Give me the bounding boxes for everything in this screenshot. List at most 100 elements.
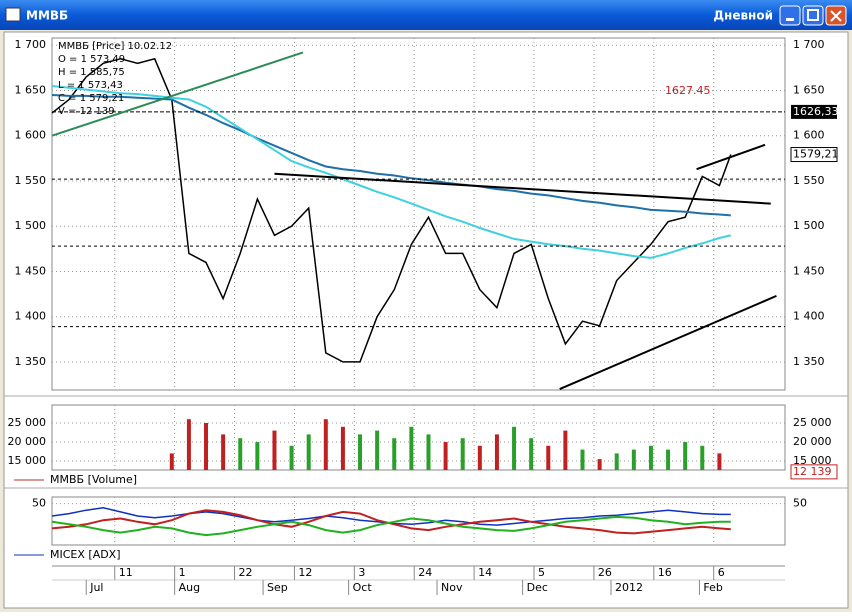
volume-bar — [666, 449, 671, 470]
info-line: H = 1 585,75 — [58, 67, 125, 78]
y-tick-label-right: 20 000 — [793, 435, 832, 448]
trend-line — [274, 172, 771, 205]
legend-label: ММВБ [Volume] — [50, 473, 137, 486]
y-tick-label-right: 15 000 — [793, 454, 832, 467]
y-tick-label-left: 15 000 — [8, 454, 47, 467]
volume-bar — [221, 434, 226, 470]
current-box — [790, 147, 838, 163]
x-tick-label: 22 — [239, 566, 253, 579]
y-tick-label-left: 1 650 — [15, 83, 47, 96]
volume-bar — [460, 438, 465, 470]
annotation: 1627.45 — [665, 84, 711, 97]
x-tick-label: 1 — [179, 566, 186, 579]
y-tick-label-left: 25 000 — [8, 416, 47, 429]
volume-bar — [323, 419, 328, 470]
series-line — [51, 94, 731, 217]
volume-bar — [340, 426, 345, 470]
y-tick-label-left: 20 000 — [8, 435, 47, 448]
y-tick-label-right: 1 450 — [793, 264, 825, 277]
volume-bar — [186, 419, 191, 470]
month-label: Jul — [89, 581, 103, 594]
y-tick-label-right: 1 400 — [793, 310, 825, 323]
series-line — [51, 515, 731, 537]
volume-bar — [597, 459, 602, 470]
series-line — [51, 509, 731, 535]
y-tick-label-right: 1 600 — [793, 129, 825, 142]
marked-level-box — [791, 104, 837, 119]
volume-bar — [648, 445, 653, 470]
y-tick-label-left: 1 550 — [15, 174, 47, 187]
volume-bar — [563, 430, 568, 470]
info-line: O = 1 573,49 — [58, 54, 125, 65]
current-box — [790, 464, 838, 480]
y-tick-label-right: 1 650 — [793, 83, 825, 96]
x-tick-label: 5 — [538, 566, 545, 579]
volume-bar — [580, 449, 585, 470]
x-tick-label: 26 — [598, 566, 612, 579]
legend-label: MICEX [ADX] — [50, 548, 121, 561]
info-line: ММВБ [Price] 10.02.12 — [58, 41, 172, 52]
volume-bar — [443, 442, 448, 470]
y-tick-label-left: 50 — [32, 497, 46, 510]
series-line — [51, 57, 732, 363]
x-tick-label: 16 — [658, 566, 672, 579]
volume-bar — [375, 430, 380, 470]
volume-bar — [426, 434, 431, 470]
volume-bar — [358, 434, 363, 470]
volume-bar — [392, 438, 397, 470]
volume-bar — [306, 434, 311, 470]
volume-bar — [255, 442, 260, 470]
volume-bar — [717, 453, 722, 470]
x-tick-label: 11 — [119, 566, 133, 579]
y-tick-label-right: 50 — [793, 497, 807, 510]
app-icon — [5, 7, 21, 22]
volume-panel — [51, 404, 786, 471]
current-label: 1579,21 — [793, 148, 839, 161]
trend-line — [696, 143, 766, 171]
minimize-glyph — [786, 18, 794, 21]
y-tick-label-left: 1 350 — [15, 355, 47, 368]
volume-bar — [169, 453, 174, 470]
volume-bar — [494, 434, 499, 470]
y-tick-label-right: 1 350 — [793, 355, 825, 368]
maximize-glyph — [807, 9, 819, 21]
x-tick-label: 3 — [358, 566, 365, 579]
window-title: ММВБ — [26, 9, 68, 23]
y-tick-label-right: 1 700 — [793, 38, 825, 51]
price-panel — [51, 37, 786, 391]
month-label: Aug — [179, 581, 200, 594]
volume-bar — [700, 445, 705, 470]
trend-line — [51, 51, 304, 137]
trend-line — [559, 294, 777, 391]
window-mode: Дневной — [713, 9, 773, 23]
month-label: Dec — [527, 581, 548, 594]
y-tick-label-left: 1 600 — [15, 129, 47, 142]
y-tick-label-left: 1 400 — [15, 310, 47, 323]
adx-panel — [51, 496, 786, 546]
month-label: Feb — [703, 581, 722, 594]
y-tick-label-right: 25 000 — [793, 416, 832, 429]
x-tick-label: 24 — [418, 566, 432, 579]
volume-bar — [631, 449, 636, 470]
volume-bar — [289, 445, 294, 470]
month-label: Sep — [267, 581, 288, 594]
info-line: C = 1 579,21 — [58, 93, 124, 104]
volume-bar — [238, 438, 243, 470]
current-label: 12 139 — [793, 465, 832, 478]
title-bar — [0, 0, 852, 30]
month-label: Oct — [353, 581, 373, 594]
volume-bar — [614, 453, 619, 470]
volume-bar — [512, 426, 517, 470]
marked-level-label: 1626,33 — [793, 105, 839, 118]
y-tick-label-left: 1 450 — [15, 264, 47, 277]
maximize-button[interactable] — [802, 5, 824, 26]
minimize-button[interactable] — [779, 5, 801, 26]
chart-area — [3, 31, 849, 609]
volume-bar — [477, 445, 482, 470]
volume-bar — [409, 426, 414, 470]
close-glyph — [830, 10, 842, 22]
y-tick-label-right: 1 500 — [793, 219, 825, 232]
info-line: L = 1 573,43 — [58, 80, 123, 91]
info-line: V = 12 139 — [58, 106, 115, 117]
